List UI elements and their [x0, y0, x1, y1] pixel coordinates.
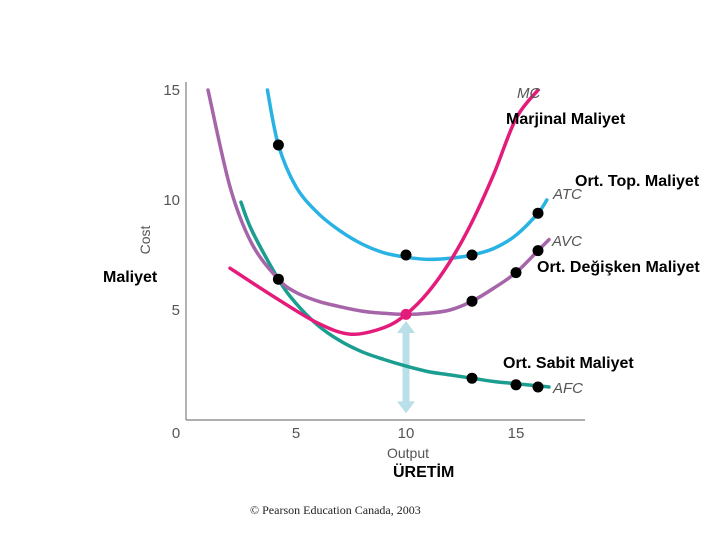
- output-arrow-head: [397, 401, 415, 414]
- marks-layer: [272, 139, 544, 393]
- data-point: [466, 295, 478, 307]
- atc-curve-label: ATC: [552, 186, 582, 203]
- x-tick-label: 10: [398, 425, 415, 442]
- afc-curve: [239, 200, 551, 389]
- y-axis-title: Cost: [137, 226, 153, 255]
- annotation-marjinal-maliyet: Marjinal Maliyet: [506, 111, 626, 128]
- output-arrow-head: [397, 321, 415, 333]
- data-point: [510, 267, 522, 279]
- curves-layer: [206, 88, 551, 414]
- annotation-uretim: ÜRETİM: [393, 462, 454, 481]
- annotation-ort-sabit-maliyet: Ort. Sabit Maliyet: [503, 355, 634, 372]
- y-tick-label: 5: [172, 302, 180, 319]
- annotation-ort-degisken-maliyet: Ort. Değişken Maliyet: [537, 259, 700, 276]
- x-axis-title: Output: [387, 445, 429, 461]
- avc-curve: [206, 88, 551, 317]
- data-point: [466, 372, 478, 384]
- copyright-text: © Pearson Education Canada, 2003: [250, 503, 421, 517]
- afc-curve-label: AFC: [552, 380, 583, 397]
- data-point: [466, 249, 478, 261]
- avc-curve-label: AVC: [551, 233, 582, 250]
- data-point: [272, 139, 284, 151]
- x-tick-label: 5: [292, 425, 300, 442]
- data-point: [510, 379, 522, 391]
- data-point: [532, 207, 544, 219]
- annotation-maliyet: Maliyet: [103, 269, 158, 286]
- atc-curve: [265, 88, 549, 262]
- y-tick-label: 15: [163, 82, 180, 99]
- x-tick-label: 15: [508, 425, 525, 442]
- annotation-ort-top-maliyet: Ort. Top. Maliyet: [575, 173, 700, 190]
- x-tick-label: 0: [172, 425, 180, 442]
- y-tick-label: 10: [163, 192, 180, 209]
- data-point: [532, 381, 544, 393]
- data-point: [272, 273, 284, 285]
- mc-curve-label: MC: [517, 85, 540, 102]
- data-point: [400, 249, 412, 261]
- mc-avc-intersection-point: [400, 308, 412, 320]
- data-point: [532, 245, 544, 257]
- mc-curve: [228, 88, 540, 337]
